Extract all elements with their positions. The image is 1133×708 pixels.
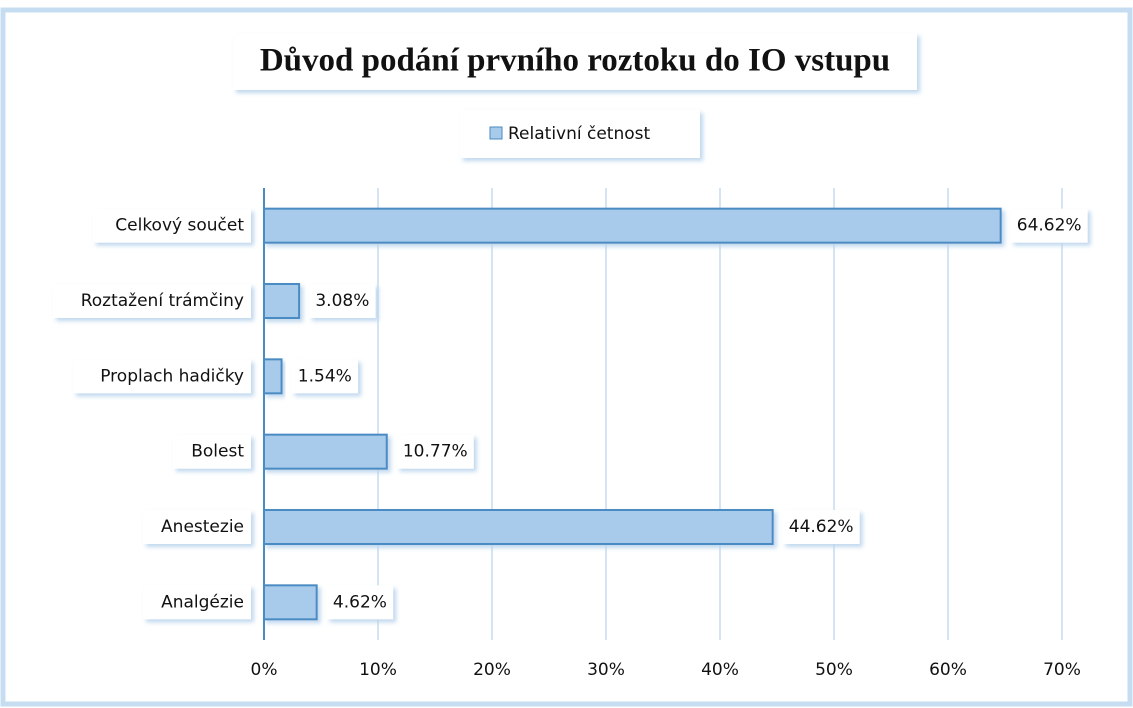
- legend-label: Relativní četnost: [508, 124, 651, 144]
- x-tick-label: 20%: [473, 660, 511, 680]
- category-label-box: [73, 359, 251, 394]
- data-label: 10.77%: [403, 442, 468, 462]
- data-label: 1.54%: [298, 366, 352, 386]
- y-tick-label: Bolest: [191, 442, 244, 462]
- data-label: 64.62%: [1017, 216, 1082, 236]
- x-tick-label: 70%: [1043, 660, 1081, 680]
- x-tick-label: 0%: [251, 660, 278, 680]
- x-tick-label: 60%: [929, 660, 967, 680]
- category-label-box: [143, 585, 251, 620]
- data-label-box: [782, 510, 860, 544]
- data-label-box: [326, 585, 394, 620]
- x-tick-label: 50%: [815, 660, 853, 680]
- x-tick-label: 10%: [359, 660, 397, 680]
- y-tick-label: Celkový součet: [115, 216, 244, 236]
- data-label-box: [396, 434, 474, 469]
- data-label-box: [309, 284, 376, 318]
- bar: [263, 358, 283, 395]
- category-label-box: [173, 434, 251, 469]
- category-label-box: [53, 284, 251, 318]
- title-box: [233, 33, 917, 90]
- y-tick-label: Proplach hadičky: [100, 366, 244, 386]
- bar: [263, 584, 318, 621]
- data-label: 3.08%: [315, 291, 369, 311]
- data-label-box: [291, 359, 359, 394]
- y-tick-label: Anestezie: [161, 517, 244, 537]
- data-label: 44.62%: [789, 517, 854, 537]
- chart-title: Důvod podání prvního roztoku do IO vstup…: [260, 43, 890, 79]
- x-tick-label: 30%: [587, 660, 625, 680]
- category-label-box: [143, 510, 251, 544]
- y-tick-label: Roztažení trámčiny: [81, 291, 244, 311]
- bar: [263, 433, 388, 470]
- y-tick-label: Analgézie: [161, 592, 244, 612]
- data-label: 4.62%: [333, 592, 387, 612]
- category-label-box: [93, 208, 251, 243]
- x-tick-label: 40%: [701, 660, 739, 680]
- bar: [263, 207, 1002, 244]
- data-label-box: [1010, 208, 1088, 243]
- bar: [263, 509, 774, 545]
- bar: [263, 283, 301, 319]
- legend-swatch: [489, 126, 503, 140]
